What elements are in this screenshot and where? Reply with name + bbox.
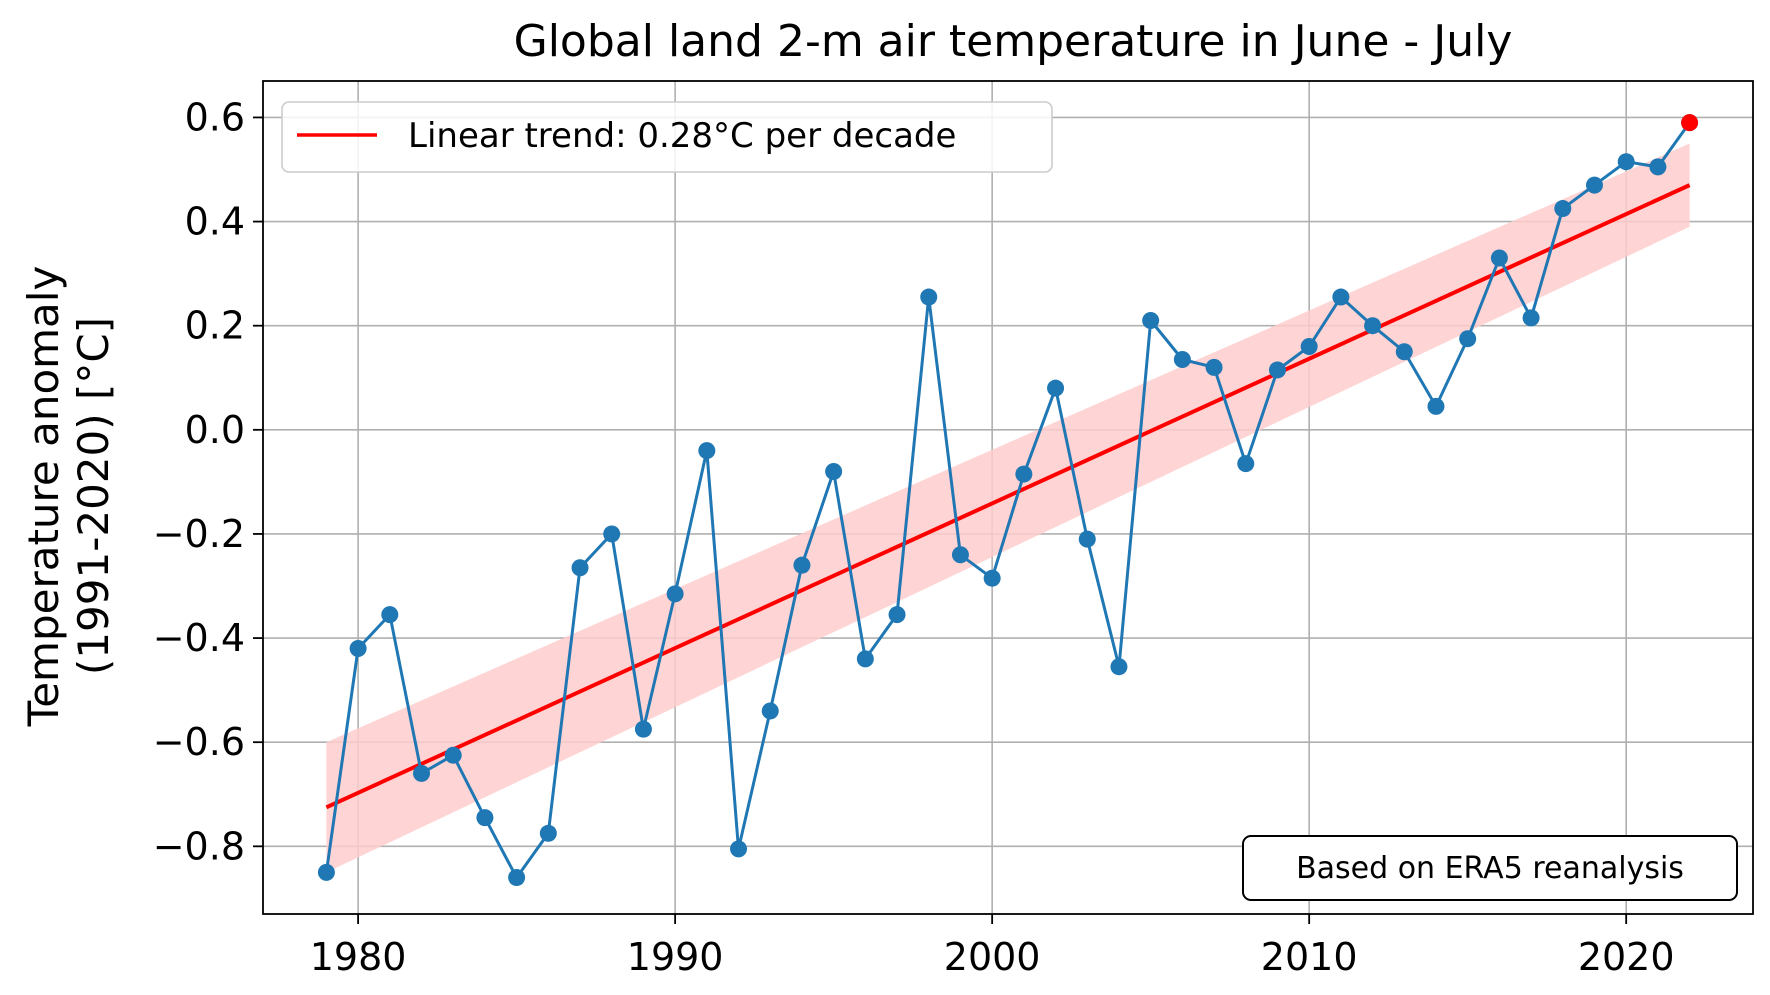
data-point [1237,455,1255,473]
y-axis-label-line2: (1991-2020) [°C] [69,317,118,675]
data-point [1459,330,1477,348]
trend-line [325,183,1691,810]
legend-box [281,101,1053,173]
series-group [317,114,1699,887]
data-point [825,462,843,480]
data-point [476,809,494,827]
data-point [1364,317,1382,335]
data-point [1617,153,1635,171]
note-text: Based on ERA5 reanalysis [1296,851,1684,886]
data-point [730,840,748,858]
data-point [1649,158,1667,176]
note-box [1242,835,1738,901]
y-tick-label: −0.8 [153,824,245,868]
data-point [920,288,938,306]
data-point [1585,176,1603,194]
plot-frame [262,80,1754,915]
data-point [603,525,621,543]
data-point [1395,343,1413,361]
data-point [1490,249,1508,267]
x-tick-label: 2020 [1578,935,1675,979]
chart-title: Global land 2-m air temperature in June … [514,16,1513,67]
data-point [634,720,652,738]
data-point [1427,397,1445,415]
data-point [539,824,557,842]
data-point [571,559,589,577]
data-point [666,585,684,603]
x-tick-label: 1990 [627,935,724,979]
y-tick-label: −0.4 [153,616,245,660]
x-tick-label: 2000 [944,935,1041,979]
y-tick-label: 0.2 [185,304,245,348]
data-point [1300,338,1318,356]
highlight-point-latest [1681,114,1699,132]
y-tick-label: −0.2 [153,512,245,556]
data-point [951,546,969,564]
y-tick-label: 0.0 [185,408,245,452]
data-point [1173,351,1191,369]
y-axis-label-line1: Temperature anomaly [19,266,68,728]
axis-ticks: 1980 1990 2000 2010 2020 −0.8 −0.6 −0.4 −0.2 0.0 0… [153,95,1675,979]
data-point [1205,358,1223,376]
x-tick-label: 1980 [310,935,407,979]
trend-line-group [325,183,1691,810]
y-tick-label: −0.6 [153,720,245,764]
data-point [698,442,716,460]
series-line [324,121,1691,880]
data-point [888,606,906,624]
data-point [1110,658,1128,676]
data-point [381,606,399,624]
data-point [317,863,335,881]
data-point [349,639,367,657]
data-point [1554,200,1572,218]
y-tick-label: 0.6 [185,95,245,139]
data-point [1078,530,1096,548]
data-point [1268,361,1286,379]
trend-confidence-band [326,143,1690,873]
data-point [856,650,874,668]
data-point [761,702,779,720]
data-point [1142,311,1160,329]
data-source-note: Based on ERA5 reanalysis [1242,835,1738,901]
data-point [793,556,811,574]
trend-band-area [326,143,1690,873]
legend-trend-label: Linear trend: 0.28°C per decade [408,116,956,156]
data-point [1015,465,1033,483]
data-point [983,569,1001,587]
data-point [1332,288,1350,306]
legend: Linear trend: 0.28°C per decade [281,101,1053,173]
data-point [1522,309,1540,327]
data-point [413,764,431,782]
data-point [1047,379,1065,397]
x-tick-label: 2010 [1261,935,1358,979]
data-point [508,869,526,887]
data-point [444,746,462,764]
y-tick-label: 0.4 [185,200,245,244]
